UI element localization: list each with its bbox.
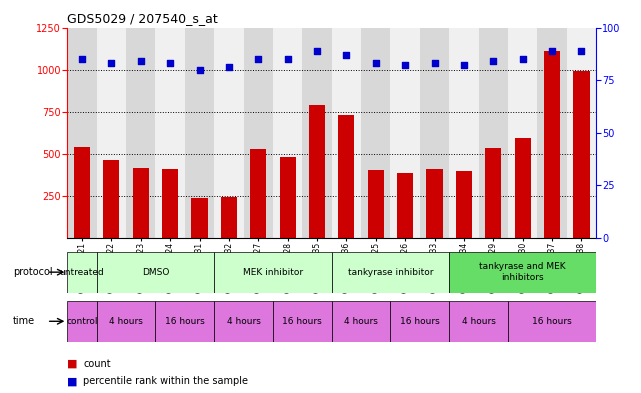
Bar <box>67 252 97 293</box>
Bar <box>97 301 155 342</box>
Bar <box>361 28 390 238</box>
Point <box>283 56 293 62</box>
Text: 4 hours: 4 hours <box>344 317 378 326</box>
Bar <box>332 28 361 238</box>
Bar <box>126 28 155 238</box>
Point <box>106 60 117 66</box>
Bar <box>133 168 149 238</box>
Bar <box>332 252 449 293</box>
Bar <box>214 252 332 293</box>
Point <box>224 64 234 71</box>
Point <box>429 60 440 66</box>
Text: 4 hours: 4 hours <box>462 317 495 326</box>
Bar <box>420 28 449 238</box>
Bar <box>368 170 384 238</box>
Bar <box>273 301 332 342</box>
Point <box>194 66 204 73</box>
Text: 4 hours: 4 hours <box>109 317 143 326</box>
Bar <box>221 196 237 238</box>
Point <box>253 56 263 62</box>
Bar <box>397 173 413 238</box>
Text: MEK inhibitor: MEK inhibitor <box>243 268 303 277</box>
Bar <box>508 301 596 342</box>
Text: 16 hours: 16 hours <box>400 317 440 326</box>
Text: ■: ■ <box>67 376 78 386</box>
Bar <box>449 28 479 238</box>
Bar <box>155 301 214 342</box>
Text: ■: ■ <box>67 358 78 369</box>
Point <box>400 62 410 68</box>
Bar <box>192 198 208 238</box>
Text: untreated: untreated <box>60 268 104 277</box>
Bar <box>508 28 537 238</box>
Bar <box>303 28 332 238</box>
Bar <box>567 28 596 238</box>
Text: DMSO: DMSO <box>142 268 169 277</box>
Bar <box>155 28 185 238</box>
Text: GDS5029 / 207540_s_at: GDS5029 / 207540_s_at <box>67 12 218 25</box>
Bar <box>250 149 267 238</box>
Bar <box>67 301 97 342</box>
Bar <box>162 169 178 238</box>
Bar <box>214 301 273 342</box>
Bar <box>449 252 596 293</box>
Bar <box>479 28 508 238</box>
Point <box>517 56 528 62</box>
Text: 16 hours: 16 hours <box>165 317 204 326</box>
Point <box>341 52 351 58</box>
Text: percentile rank within the sample: percentile rank within the sample <box>83 376 248 386</box>
Point <box>488 58 499 64</box>
Bar <box>449 301 508 342</box>
Bar <box>573 71 590 238</box>
Bar <box>390 28 420 238</box>
Bar <box>390 301 449 342</box>
Bar <box>332 301 390 342</box>
Bar <box>244 28 273 238</box>
Text: time: time <box>13 316 35 326</box>
Bar <box>485 148 501 238</box>
Point <box>136 58 146 64</box>
Text: protocol: protocol <box>13 267 53 277</box>
Bar <box>97 252 214 293</box>
Text: 16 hours: 16 hours <box>532 317 572 326</box>
Text: 4 hours: 4 hours <box>227 317 260 326</box>
Text: 16 hours: 16 hours <box>283 317 322 326</box>
Point <box>576 48 587 54</box>
Bar <box>74 147 90 238</box>
Bar <box>338 115 354 238</box>
Text: tankyrase and MEK
inhibitors: tankyrase and MEK inhibitors <box>479 263 566 282</box>
Bar <box>214 28 244 238</box>
Point <box>459 62 469 68</box>
Text: count: count <box>83 358 111 369</box>
Bar <box>537 28 567 238</box>
Bar <box>309 105 325 238</box>
Bar <box>456 171 472 238</box>
Bar <box>273 28 303 238</box>
Bar <box>544 51 560 238</box>
Bar <box>279 157 296 238</box>
Text: control: control <box>66 317 97 326</box>
Point <box>165 60 175 66</box>
Bar <box>515 138 531 238</box>
Bar <box>67 28 97 238</box>
Bar <box>185 28 214 238</box>
Point <box>77 56 87 62</box>
Bar <box>103 160 119 238</box>
Bar <box>426 169 443 238</box>
Point <box>547 48 557 54</box>
Point <box>370 60 381 66</box>
Bar <box>97 28 126 238</box>
Point <box>312 48 322 54</box>
Text: tankyrase inhibitor: tankyrase inhibitor <box>347 268 433 277</box>
